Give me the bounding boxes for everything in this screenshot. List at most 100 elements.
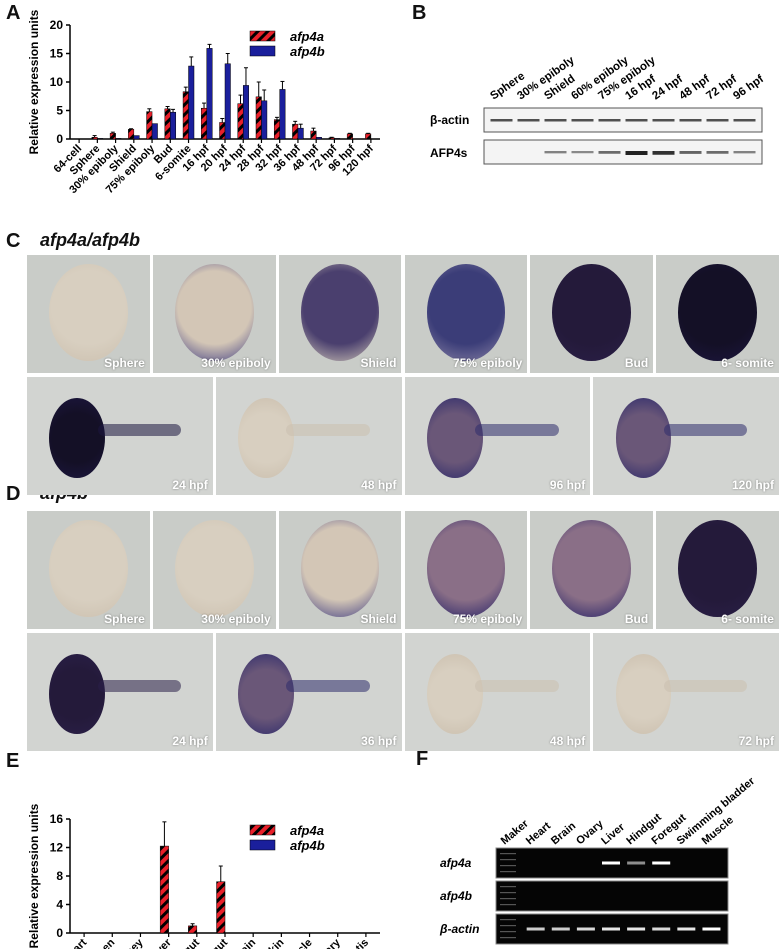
embryo-image	[300, 264, 380, 362]
larva-tail	[475, 424, 559, 436]
svg-text:15: 15	[50, 47, 64, 61]
stage-caption: Shield	[360, 612, 397, 626]
svg-text:48 hpf: 48 hpf	[677, 73, 712, 102]
rt-pcr-gel-f: MakerHeartBrainOvaryLiverHindgutForegutS…	[439, 775, 758, 945]
stage-caption: Bud	[624, 356, 649, 370]
d-tile-0: Sphere	[27, 511, 150, 629]
stage-caption: 48 hpf	[549, 734, 586, 748]
svg-text:afp4a: afp4a	[290, 823, 324, 838]
larva-image	[238, 398, 294, 479]
stage-caption: 72 hpf	[738, 734, 774, 748]
panel-label-f: F	[416, 748, 429, 770]
c-larva-tile-0: 24 hpf	[27, 377, 213, 495]
svg-text:Testis: Testis	[341, 937, 371, 949]
c-larva-tile-1: 48 hpf	[215, 377, 402, 495]
svg-text:10: 10	[50, 75, 64, 89]
c-tile-3: 75% epiboly	[404, 255, 528, 373]
larva-image	[49, 654, 105, 735]
stage-caption: Sphere	[104, 612, 145, 626]
larva-image	[615, 398, 672, 479]
panel-label-a: A	[6, 2, 21, 24]
d-larva-tile-3: 72 hpf	[593, 633, 779, 751]
svg-text:12: 12	[50, 841, 64, 855]
stage-caption: 6- somite	[721, 612, 774, 626]
svg-text:AFP4s: AFP4s	[430, 146, 468, 160]
d-tile-4: Bud	[530, 511, 654, 629]
svg-text:16: 16	[50, 812, 64, 826]
embryo-image	[426, 264, 506, 362]
larva-tail	[286, 424, 370, 436]
c-larva-tile-2: 96 hpf	[404, 377, 591, 495]
chart-e: 0 4 8 12 16 Relative expression units HeartSpl…	[27, 803, 380, 949]
panel-label-c: C	[6, 230, 21, 252]
svg-text:Brain: Brain	[549, 820, 578, 847]
larva-image	[49, 398, 105, 479]
d-larva-tile-2: 48 hpf	[404, 633, 591, 751]
svg-text:72 hpf: 72 hpf	[704, 73, 739, 102]
stage-caption: 75% epiboly	[452, 356, 523, 370]
stage-caption: Bud	[624, 612, 649, 626]
svg-text:afp4b: afp4b	[290, 44, 325, 59]
stage-caption: 75% epiboly	[452, 612, 523, 626]
embryo-image	[49, 520, 128, 618]
embryo-image	[174, 520, 254, 618]
stage-caption: 6- somite	[721, 356, 774, 370]
svg-text:4: 4	[56, 898, 63, 912]
d-larva-tile-0: 24 hpf	[27, 633, 213, 751]
c-tile-4: Bud	[530, 255, 654, 373]
svg-text:24 hpf: 24 hpf	[650, 73, 685, 102]
svg-text:afp4b: afp4b	[440, 889, 472, 903]
svg-text:Brain: Brain	[230, 936, 259, 949]
svg-text:Ovary: Ovary	[574, 817, 606, 847]
svg-text:β-actin: β-actin	[439, 922, 479, 936]
svg-text:Ovary: Ovary	[312, 936, 343, 949]
d-tile-5: 6- somite	[656, 511, 779, 629]
svg-text:20: 20	[50, 18, 64, 32]
panel-title-c: afp4a/afp4b	[40, 230, 141, 250]
larva-tail	[286, 680, 370, 692]
c-larva-tile-3: 120 hpf	[593, 377, 779, 495]
embryo-image	[300, 520, 380, 618]
svg-text:afp4b: afp4b	[290, 838, 325, 853]
larva-tail	[97, 424, 182, 436]
stage-caption: 24 hpf	[172, 478, 208, 492]
embryo-image	[174, 264, 254, 362]
svg-text:Skin: Skin	[262, 936, 287, 949]
svg-text:Relative expression units: Relative expression units	[27, 9, 41, 154]
c-tile-2: Shield	[278, 255, 402, 373]
larva-tail	[475, 680, 559, 692]
larva-image	[426, 398, 483, 479]
svg-text:Liver: Liver	[147, 936, 175, 949]
svg-text:96 hpf: 96 hpf	[731, 73, 766, 102]
embryo-image	[426, 520, 506, 618]
svg-text:8: 8	[56, 869, 63, 883]
svg-text:β-actin: β-actin	[430, 113, 469, 127]
embryo-image	[552, 264, 632, 362]
embryo-image	[49, 264, 128, 362]
stage-caption: 96 hpf	[549, 478, 586, 492]
larva-image	[238, 654, 294, 735]
stage-caption: 120 hpf	[731, 478, 774, 492]
stage-caption: 48 hpf	[361, 478, 397, 492]
stage-caption: Sphere	[104, 356, 145, 370]
larva-image	[426, 654, 483, 735]
svg-text:5: 5	[56, 104, 63, 118]
embryo-image	[552, 520, 632, 618]
panel-label-d: D	[6, 483, 21, 505]
embryo-image	[678, 520, 757, 618]
panel-label-b: B	[412, 2, 427, 24]
svg-text:Spleen: Spleen	[83, 936, 117, 949]
svg-text:Relative expression units: Relative expression units	[27, 803, 41, 948]
d-tile-2: Shield	[278, 511, 402, 629]
svg-text:0: 0	[56, 132, 63, 146]
larva-tail	[663, 424, 748, 436]
larva-tail	[97, 680, 182, 692]
svg-text:Muscle: Muscle	[280, 937, 315, 949]
larva-image	[615, 654, 672, 735]
stage-caption: 36 hpf	[361, 734, 397, 748]
stage-caption: 30% epiboly	[201, 612, 271, 626]
svg-text:Maker: Maker	[499, 817, 532, 847]
c-tile-1: 30% epiboly	[152, 255, 276, 373]
